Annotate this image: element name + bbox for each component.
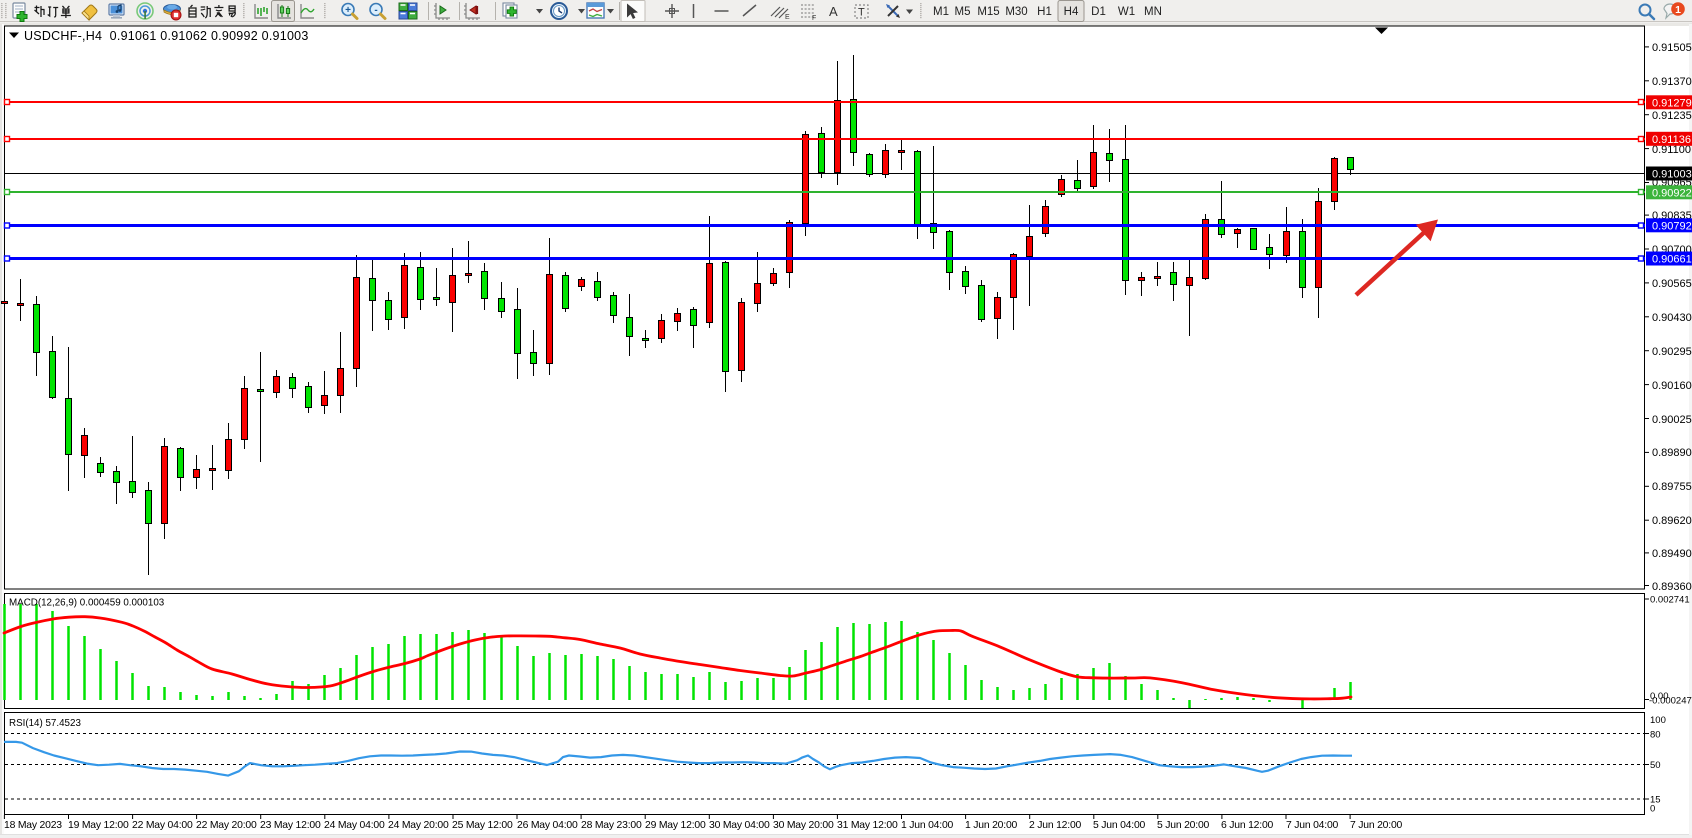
svg-text:T: T bbox=[858, 7, 865, 19]
svg-text:0.91235: 0.91235 bbox=[1652, 110, 1692, 122]
svg-text:USDCHF-,H4 0.91061 0.91062 0.: USDCHF-,H4 0.91061 0.91062 0.90992 0.910… bbox=[24, 29, 309, 43]
svg-text:0.91279: 0.91279 bbox=[1652, 98, 1692, 110]
svg-text:M5: M5 bbox=[955, 6, 971, 18]
svg-text:100: 100 bbox=[1650, 715, 1666, 726]
svg-text:0: 0 bbox=[1650, 804, 1655, 815]
svg-text:29 May 12:00: 29 May 12:00 bbox=[645, 820, 706, 831]
svg-text:30 May 20:00: 30 May 20:00 bbox=[773, 820, 834, 831]
svg-text:0.002741: 0.002741 bbox=[1650, 595, 1690, 606]
svg-text:0.91003: 0.91003 bbox=[1652, 169, 1692, 181]
svg-text:MACD(12,26,9) 0.000459 0.00010: MACD(12,26,9) 0.000459 0.000103 bbox=[9, 598, 165, 609]
svg-text:5 Jun 20:00: 5 Jun 20:00 bbox=[1157, 820, 1210, 831]
svg-text:0.90792: 0.90792 bbox=[1652, 221, 1692, 233]
svg-text:19 May 12:00: 19 May 12:00 bbox=[68, 820, 129, 831]
svg-text:5 Jun 04:00: 5 Jun 04:00 bbox=[1093, 820, 1146, 831]
svg-text:0.91370: 0.91370 bbox=[1652, 76, 1692, 88]
svg-text:RSI(14) 57.4523: RSI(14) 57.4523 bbox=[9, 718, 81, 729]
svg-text:0.90295: 0.90295 bbox=[1652, 346, 1692, 358]
svg-text:0.89755: 0.89755 bbox=[1652, 481, 1692, 493]
svg-text:7 Jun 20:00: 7 Jun 20:00 bbox=[1350, 820, 1403, 831]
svg-text:24 May 04:00: 24 May 04:00 bbox=[324, 820, 385, 831]
svg-text:0.89490: 0.89490 bbox=[1652, 548, 1692, 560]
svg-text:A: A bbox=[829, 4, 838, 19]
svg-text:0.91136: 0.91136 bbox=[1652, 134, 1691, 146]
svg-text:-: - bbox=[374, 5, 377, 16]
svg-text:0.91100: 0.91100 bbox=[1652, 144, 1691, 156]
svg-text:28 May 23:00: 28 May 23:00 bbox=[581, 820, 642, 831]
svg-text:W1: W1 bbox=[1118, 6, 1135, 18]
svg-text:0.90922: 0.90922 bbox=[1652, 188, 1692, 200]
svg-text:7 Jun 04:00: 7 Jun 04:00 bbox=[1286, 820, 1339, 831]
svg-text:22 May 04:00: 22 May 04:00 bbox=[132, 820, 193, 831]
svg-text:0.90430: 0.90430 bbox=[1652, 312, 1692, 324]
svg-text:D1: D1 bbox=[1091, 6, 1106, 18]
svg-text:0.90025: 0.90025 bbox=[1652, 414, 1692, 426]
svg-text:0.91505: 0.91505 bbox=[1652, 42, 1692, 54]
svg-text:M1: M1 bbox=[933, 6, 949, 18]
svg-text:M15: M15 bbox=[977, 6, 999, 18]
svg-text:25 May 12:00: 25 May 12:00 bbox=[452, 820, 513, 831]
svg-text:23 May 12:00: 23 May 12:00 bbox=[260, 820, 321, 831]
svg-text:M30: M30 bbox=[1005, 6, 1027, 18]
svg-text:22 May 20:00: 22 May 20:00 bbox=[196, 820, 257, 831]
svg-text:0.90565: 0.90565 bbox=[1652, 278, 1692, 290]
svg-text:50: 50 bbox=[1650, 760, 1661, 771]
svg-text:E: E bbox=[785, 14, 790, 21]
svg-text:15: 15 bbox=[1650, 795, 1661, 806]
svg-text:26 May 04:00: 26 May 04:00 bbox=[517, 820, 578, 831]
svg-text:2 Jun 12:00: 2 Jun 12:00 bbox=[1029, 820, 1082, 831]
svg-text:80: 80 bbox=[1650, 730, 1661, 741]
svg-text:0.00: 0.00 bbox=[1650, 691, 1669, 702]
svg-text:18 May 2023: 18 May 2023 bbox=[4, 820, 62, 831]
svg-text:F: F bbox=[812, 15, 816, 22]
svg-text:MN: MN bbox=[1144, 6, 1162, 18]
svg-text:H4: H4 bbox=[1064, 6, 1079, 18]
svg-text:0.89620: 0.89620 bbox=[1652, 515, 1692, 527]
svg-text:31 May 12:00: 31 May 12:00 bbox=[837, 820, 898, 831]
svg-text:1: 1 bbox=[1675, 4, 1681, 16]
svg-text:0.90160: 0.90160 bbox=[1652, 380, 1692, 392]
svg-text:24 May 20:00: 24 May 20:00 bbox=[388, 820, 449, 831]
svg-text:1 Jun 20:00: 1 Jun 20:00 bbox=[965, 820, 1018, 831]
svg-text:H1: H1 bbox=[1037, 6, 1052, 18]
svg-text:0.89360: 0.89360 bbox=[1652, 581, 1692, 593]
svg-text:-0.000247: -0.000247 bbox=[1649, 696, 1692, 707]
svg-text:0.90661: 0.90661 bbox=[1652, 254, 1692, 266]
svg-text:0.89890: 0.89890 bbox=[1652, 447, 1692, 459]
svg-text:+: + bbox=[345, 5, 351, 16]
svg-text:6 Jun 12:00: 6 Jun 12:00 bbox=[1221, 820, 1274, 831]
svg-text:1 Jun 04:00: 1 Jun 04:00 bbox=[901, 820, 954, 831]
svg-text:30 May 04:00: 30 May 04:00 bbox=[709, 820, 770, 831]
